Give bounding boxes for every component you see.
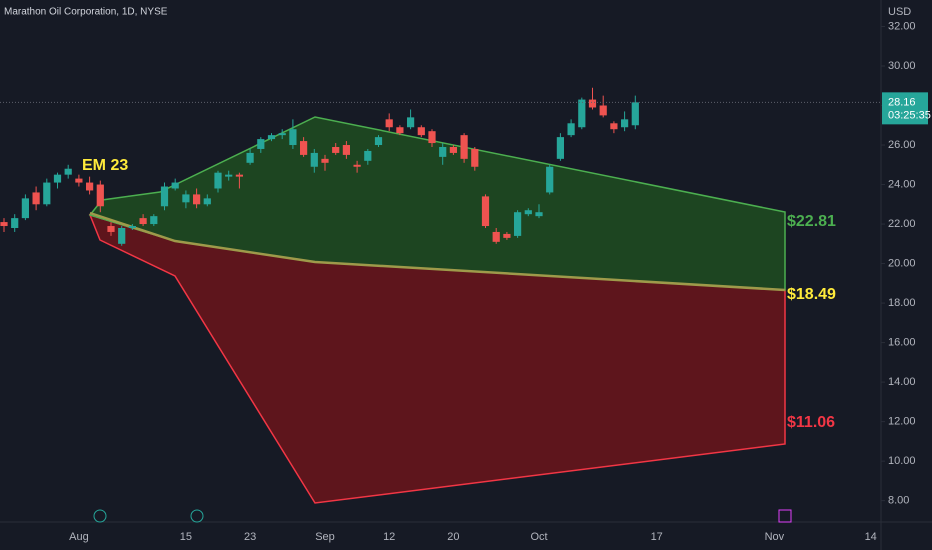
candle-body bbox=[621, 119, 629, 128]
y-tick-label: 18.00 bbox=[888, 297, 916, 309]
candle-body bbox=[524, 210, 532, 215]
x-tick-label: Nov bbox=[765, 531, 785, 543]
candle-body bbox=[300, 141, 308, 155]
candle-body bbox=[342, 145, 350, 155]
candle-body bbox=[535, 212, 543, 217]
candle-body bbox=[481, 196, 490, 227]
candle-body bbox=[214, 172, 222, 189]
x-tick-label: Sep bbox=[315, 531, 335, 543]
countdown: 03:25:35 bbox=[888, 109, 931, 121]
candle-body bbox=[460, 135, 468, 159]
candle-body bbox=[96, 184, 104, 207]
earnings-icon bbox=[93, 509, 107, 523]
x-tick-label: Aug bbox=[69, 531, 89, 543]
candle-body bbox=[610, 123, 618, 130]
annotation: $11.06 bbox=[787, 414, 835, 431]
candle-body bbox=[0, 222, 8, 227]
candle-body bbox=[64, 168, 72, 175]
dividend-icon bbox=[190, 509, 204, 523]
candle-body bbox=[53, 174, 62, 183]
candle-body bbox=[439, 146, 447, 157]
y-tick-label: 22.00 bbox=[888, 218, 916, 230]
expected-move-cone bbox=[88, 116, 786, 504]
x-tick-label: 15 bbox=[180, 531, 192, 543]
candle-body bbox=[203, 198, 211, 205]
x-tick-label: 14 bbox=[865, 531, 877, 543]
x-tick-label: Oct bbox=[530, 531, 547, 543]
candle-body bbox=[160, 186, 169, 207]
y-tick-label: 12.00 bbox=[888, 416, 916, 428]
x-tick-label: 23 bbox=[244, 531, 256, 543]
candle-body bbox=[150, 216, 158, 225]
candle-body bbox=[225, 174, 233, 177]
candle-body bbox=[267, 135, 276, 140]
y-tick-label: 16.00 bbox=[888, 337, 916, 349]
candle-body bbox=[556, 137, 564, 159]
candle-body bbox=[364, 150, 372, 161]
candle-body bbox=[86, 182, 94, 191]
candle-body bbox=[278, 133, 286, 136]
candle-body bbox=[332, 146, 340, 153]
y-tick-label: 30.00 bbox=[888, 60, 916, 72]
candle-body bbox=[599, 105, 607, 116]
candle-body bbox=[449, 146, 457, 153]
candles bbox=[0, 87, 639, 246]
price-tag-label: 28.16 bbox=[888, 96, 916, 108]
currency: USD bbox=[888, 6, 911, 18]
event-icons bbox=[93, 509, 792, 523]
candle-body bbox=[567, 123, 575, 136]
candle-body bbox=[578, 99, 586, 128]
x-tick-label: 17 bbox=[651, 531, 663, 543]
x-tick-label: 20 bbox=[447, 531, 459, 543]
candle-body bbox=[43, 182, 51, 205]
candle-body bbox=[139, 218, 147, 225]
candle-body bbox=[118, 228, 126, 244]
candle-body bbox=[407, 117, 415, 128]
candle-body bbox=[182, 194, 190, 203]
y-tick-label: 10.00 bbox=[888, 455, 916, 467]
candle-body bbox=[503, 233, 511, 238]
candle-body bbox=[353, 164, 361, 167]
candle-body bbox=[11, 218, 19, 229]
candle-body bbox=[492, 231, 500, 242]
candle-body bbox=[235, 174, 243, 177]
candle-body bbox=[396, 127, 404, 134]
y-tick-label: 26.00 bbox=[888, 139, 916, 151]
candle-body bbox=[257, 139, 265, 149]
candle-body bbox=[385, 119, 393, 128]
candle-body bbox=[171, 182, 179, 189]
candle-body bbox=[21, 198, 29, 219]
candle-body bbox=[417, 127, 425, 136]
candle-body bbox=[289, 129, 297, 146]
x-tick-label: 12 bbox=[383, 531, 395, 543]
candle-body bbox=[546, 166, 554, 193]
y-tick-label: 14.00 bbox=[888, 376, 916, 388]
chart-title: Marathon Oil Corporation, 1D, NYSE bbox=[4, 7, 168, 18]
price-tag bbox=[882, 92, 928, 125]
candle-body bbox=[588, 99, 597, 108]
candle-body bbox=[321, 158, 329, 163]
candle-body bbox=[428, 131, 436, 144]
y-tick-label: 32.00 bbox=[888, 20, 916, 32]
y-tick-label: 8.00 bbox=[888, 495, 909, 507]
candle-body bbox=[310, 152, 318, 167]
annotation: EM 23 bbox=[82, 157, 128, 174]
candle-body bbox=[514, 212, 522, 236]
candle-body bbox=[631, 102, 639, 126]
candle-body bbox=[246, 152, 254, 163]
candle-body bbox=[374, 137, 383, 146]
y-tick-label: 24.00 bbox=[888, 178, 916, 190]
earnings-icon bbox=[778, 509, 792, 523]
candle-body bbox=[471, 148, 479, 167]
candle-body bbox=[128, 226, 136, 229]
annotation: $22.81 bbox=[787, 213, 836, 230]
annotation: $18.49 bbox=[787, 286, 836, 303]
candle-body bbox=[107, 226, 115, 232]
y-tick-label: 20.00 bbox=[888, 257, 916, 269]
candle-body bbox=[193, 194, 201, 205]
candle-body bbox=[75, 178, 83, 183]
candle-body bbox=[32, 192, 40, 205]
